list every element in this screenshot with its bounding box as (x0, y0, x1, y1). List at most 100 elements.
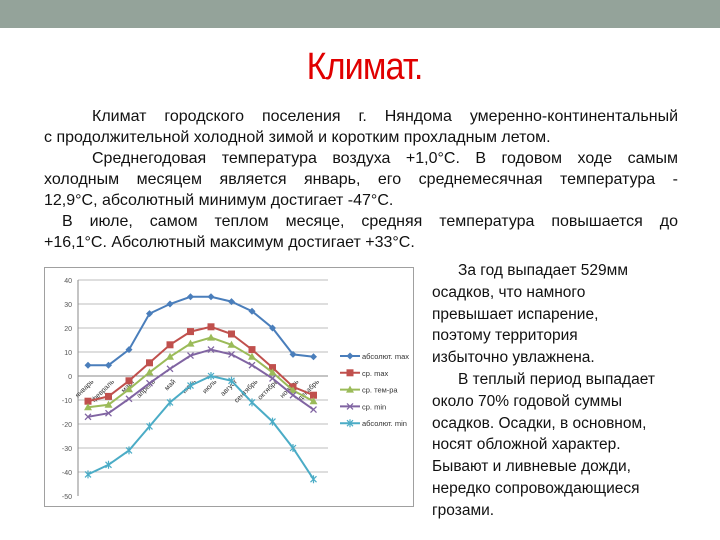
data-point (207, 372, 215, 380)
data-point (207, 293, 215, 301)
data-point (125, 385, 133, 393)
legend-label: ср. тем-ра (362, 386, 398, 395)
series-line (87, 348, 315, 418)
series-line (88, 295, 314, 367)
data-point (269, 417, 276, 426)
y-tick-label: -30 (62, 446, 72, 453)
data-point (268, 368, 277, 376)
y-tick-label: -40 (62, 470, 72, 477)
text-line: Среднегодовая температура воздуха +1,0°С… (92, 150, 678, 167)
data-point (228, 376, 235, 385)
data-point (166, 352, 174, 360)
y-tick-label: 20 (64, 326, 72, 333)
data-point (84, 413, 92, 421)
text-line: +16,1°С. Абсолютный максимум достигает +… (44, 234, 415, 251)
text-line: грозами. (432, 501, 495, 519)
data-point (228, 330, 235, 338)
data-point (310, 353, 317, 361)
legend-label: абсолют. min (362, 419, 407, 428)
text-line: В июле, самом теплом месяце, средняя тем… (62, 213, 678, 230)
y-tick-label: -10 (62, 398, 72, 405)
legend-marker (346, 385, 354, 393)
legend-label: ср. max (362, 369, 389, 378)
text-line: холодным месяцем является январь, его ср… (44, 171, 678, 188)
y-tick-label: 40 (64, 278, 72, 285)
data-point (105, 460, 112, 469)
data-point (228, 298, 235, 306)
data-point (187, 328, 194, 336)
text-line: с продолжительной холодной зимой и корот… (44, 129, 551, 146)
data-point (289, 350, 297, 358)
data-point (166, 398, 174, 407)
text-line: осадков, что намного (432, 283, 586, 301)
data-point (248, 398, 256, 407)
data-point (84, 470, 92, 479)
data-point (146, 359, 153, 367)
data-point (84, 403, 92, 411)
data-point (187, 381, 194, 390)
data-point (166, 300, 174, 308)
data-point (105, 409, 112, 417)
legend-marker (346, 352, 354, 360)
data-point (269, 374, 276, 382)
data-point (105, 392, 112, 400)
data-point (207, 333, 215, 341)
data-point (248, 361, 256, 369)
data-point (310, 406, 317, 414)
data-point (207, 346, 215, 354)
data-point (289, 386, 297, 394)
data-point (84, 397, 92, 405)
text-line: избыточно увлажнена. (432, 349, 595, 367)
legend-marker (346, 369, 354, 377)
data-point (146, 422, 153, 431)
data-point (228, 350, 235, 358)
data-point (309, 397, 318, 405)
y-tick-label: -50 (62, 494, 72, 501)
data-point (146, 310, 153, 318)
data-point (84, 361, 92, 369)
data-point (269, 324, 276, 332)
text-line: За год выпадает 529мм (458, 262, 628, 279)
data-point (207, 323, 215, 331)
text-line: поэтому территория (432, 327, 578, 345)
text-line: около 70% годовой суммы (432, 392, 623, 410)
data-point (125, 395, 133, 403)
series-line (87, 374, 315, 480)
text-line: носят обложной характер. (432, 436, 621, 454)
text-line: превышает испарение, (432, 305, 599, 323)
data-point (125, 377, 133, 385)
header-band (0, 0, 720, 28)
text-line: 12,9°С, абсолютный минимум достигает -47… (44, 192, 394, 209)
data-point (125, 346, 133, 354)
data-point (227, 340, 236, 348)
temperature-chart: 403020100-10-20-30-40-50январьфевральмар… (44, 267, 414, 507)
slide-title: Климат. (306, 46, 424, 88)
data-point (187, 293, 194, 301)
data-point (310, 475, 317, 484)
data-point (125, 446, 133, 455)
data-point (145, 368, 154, 376)
data-point (310, 391, 317, 399)
data-point (104, 400, 113, 408)
text-line: осадков. Осадки, в основном, (432, 414, 647, 432)
data-point (248, 352, 256, 360)
data-point (187, 352, 194, 360)
data-point (166, 341, 174, 349)
data-point (289, 391, 297, 399)
y-tick-label: 0 (68, 374, 72, 381)
text-line: В теплый период выпадает (458, 370, 655, 388)
data-point (146, 379, 153, 387)
legend-marker (346, 419, 354, 428)
data-point (248, 346, 256, 354)
legend-label: ср. min (362, 402, 386, 411)
data-point (289, 444, 297, 452)
precipitation-description: За год выпадает 529мм осадков, что намног… (432, 260, 720, 522)
y-tick-label: 30 (64, 302, 72, 309)
data-point (105, 361, 112, 369)
climate-description: Климат городского поселения г. Няндома у… (44, 106, 678, 253)
data-point (186, 339, 195, 347)
text-line: Климат городского поселения г. Няндома у… (92, 108, 678, 125)
data-point (166, 365, 174, 373)
legend-label: абсолют. max (362, 352, 409, 361)
data-point (248, 307, 256, 315)
